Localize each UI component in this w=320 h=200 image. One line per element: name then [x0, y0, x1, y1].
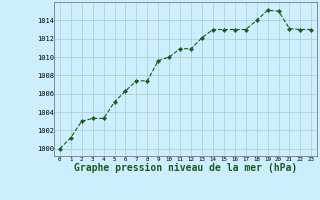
- X-axis label: Graphe pression niveau de la mer (hPa): Graphe pression niveau de la mer (hPa): [74, 163, 297, 173]
